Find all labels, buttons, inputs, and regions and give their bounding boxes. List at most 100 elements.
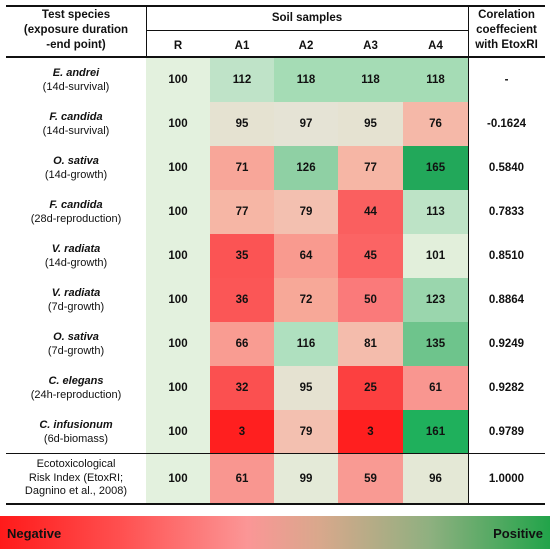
index-value-cell: 59 — [338, 454, 403, 503]
index-label-line: Dagnino et al., 2008) — [24, 485, 128, 498]
correlation-value: -0.1624 — [486, 118, 526, 130]
correlation-value: - — [504, 74, 509, 86]
value-cell: 161 — [403, 410, 468, 453]
corr-divider — [468, 5, 469, 505]
species-label: E. andrei (14d-survival) — [6, 58, 146, 102]
species-name: C. elegans — [48, 375, 104, 387]
soil-samples-rule — [146, 30, 468, 31]
value-cell: 81 — [338, 322, 403, 366]
value-cell: 77 — [338, 146, 403, 190]
value-cell: 100 — [146, 146, 210, 190]
value-cell: 100 — [146, 278, 210, 322]
value-cell: 123 — [403, 278, 468, 322]
value-cell: 100 — [146, 366, 210, 410]
species-condition: (7d-growth) — [47, 301, 105, 313]
color-scale-bar — [0, 516, 550, 549]
species-condition: (6d-biomass) — [43, 432, 109, 445]
species-condition: (14d-survival) — [42, 125, 110, 137]
index-correlation: 1.0000 — [488, 472, 525, 485]
species-label: O. sativa (7d-growth) — [6, 322, 146, 366]
value-cell: 118 — [403, 58, 468, 102]
value-cell: 118 — [274, 58, 338, 102]
value-cell: 113 — [403, 190, 468, 234]
value-cell: 100 — [146, 410, 210, 453]
species-condition: (14d-growth) — [44, 257, 108, 269]
legend-positive-label: Positive — [493, 526, 543, 541]
species-column-header: Test species (exposure duration -end poi… — [6, 8, 146, 53]
index-value-cell: 99 — [274, 454, 338, 503]
header-rule — [6, 56, 545, 58]
top-rule — [6, 5, 545, 7]
species-header-line: Test species — [41, 9, 111, 21]
value-cell: 116 — [274, 322, 338, 366]
species-condition: (14d-survival) — [42, 81, 110, 93]
column-header-a1: A1 — [234, 40, 250, 52]
value-cell: 35 — [210, 234, 274, 278]
species-condition: (14d-growth) — [44, 169, 108, 181]
value-cell: 44 — [338, 190, 403, 234]
species-label: C. elegans (24h-reproduction) — [6, 366, 146, 410]
value-cell: 3 — [338, 410, 403, 453]
species-name: O. sativa — [53, 155, 99, 167]
column-header-a2: A2 — [298, 40, 314, 52]
value-cell: 77 — [210, 190, 274, 234]
value-cell: 32 — [210, 366, 274, 410]
value-cell: 97 — [274, 102, 338, 146]
value-cell: 95 — [210, 102, 274, 146]
value-cell: 118 — [338, 58, 403, 102]
species-condition: (7d-growth) — [47, 345, 105, 357]
value-cell: 50 — [338, 278, 403, 322]
species-label: C. infusionum (6d-biomass) — [6, 410, 146, 453]
species-condition: (24h-reproduction) — [30, 389, 122, 401]
value-cell: 36 — [210, 278, 274, 322]
correlation-value: 0.7833 — [488, 206, 525, 218]
value-cell: 135 — [403, 322, 468, 366]
correlation-value: 0.8864 — [488, 294, 525, 306]
value-cell: 95 — [338, 102, 403, 146]
value-cell: 72 — [274, 278, 338, 322]
value-cell: 79 — [274, 190, 338, 234]
value-cell: 95 — [274, 366, 338, 410]
correlation-value: 0.9789 — [488, 425, 525, 438]
species-label: F. candida (14d-survival) — [6, 102, 146, 146]
bottom-rule — [6, 503, 545, 505]
species-header-line: (exposure duration — [23, 24, 129, 36]
value-cell: 61 — [403, 366, 468, 410]
value-cell: 126 — [274, 146, 338, 190]
value-cell: 165 — [403, 146, 468, 190]
value-cell: 79 — [274, 410, 338, 453]
value-cell: 100 — [146, 234, 210, 278]
index-row-label: Ecotoxicological Risk Index (EtoxRI; Dag… — [6, 454, 146, 503]
species-label: O. sativa (14d-growth) — [6, 146, 146, 190]
species-name: F. candida — [49, 199, 103, 211]
index-value-cell: 100 — [146, 454, 210, 503]
value-cell: 71 — [210, 146, 274, 190]
species-name: F. candida — [49, 111, 103, 123]
value-cell: 100 — [146, 190, 210, 234]
species-condition: (28d-reproduction) — [30, 213, 122, 225]
value-cell: 100 — [146, 58, 210, 102]
index-value-cell: 61 — [210, 454, 274, 503]
correlation-value: 0.9249 — [488, 338, 525, 350]
correlation-column-header: Corelation coeffecient with EtoxRI — [468, 8, 545, 53]
correlation-value: 0.9282 — [488, 382, 525, 394]
value-cell: 101 — [403, 234, 468, 278]
soil-samples-header: Soil samples — [271, 12, 343, 24]
value-cell: 112 — [210, 58, 274, 102]
species-name: O. sativa — [53, 331, 99, 343]
value-cell: 100 — [146, 102, 210, 146]
value-cell: 66 — [210, 322, 274, 366]
value-cell: 45 — [338, 234, 403, 278]
index-label-line: Risk Index (EtoxRI; — [28, 471, 124, 484]
species-name: V. radiata — [51, 243, 101, 255]
value-cell: 100 — [146, 322, 210, 366]
value-cell: 25 — [338, 366, 403, 410]
value-cell: 3 — [210, 410, 274, 453]
species-label: F. candida (28d-reproduction) — [6, 190, 146, 234]
species-label: V. radiata (14d-growth) — [6, 234, 146, 278]
correlation-value: 0.5840 — [488, 162, 525, 174]
value-cell: 76 — [403, 102, 468, 146]
column-header-a4: A4 — [428, 40, 443, 52]
column-header-r: R — [173, 40, 183, 52]
corr-header-line: coeffecient — [476, 24, 537, 36]
